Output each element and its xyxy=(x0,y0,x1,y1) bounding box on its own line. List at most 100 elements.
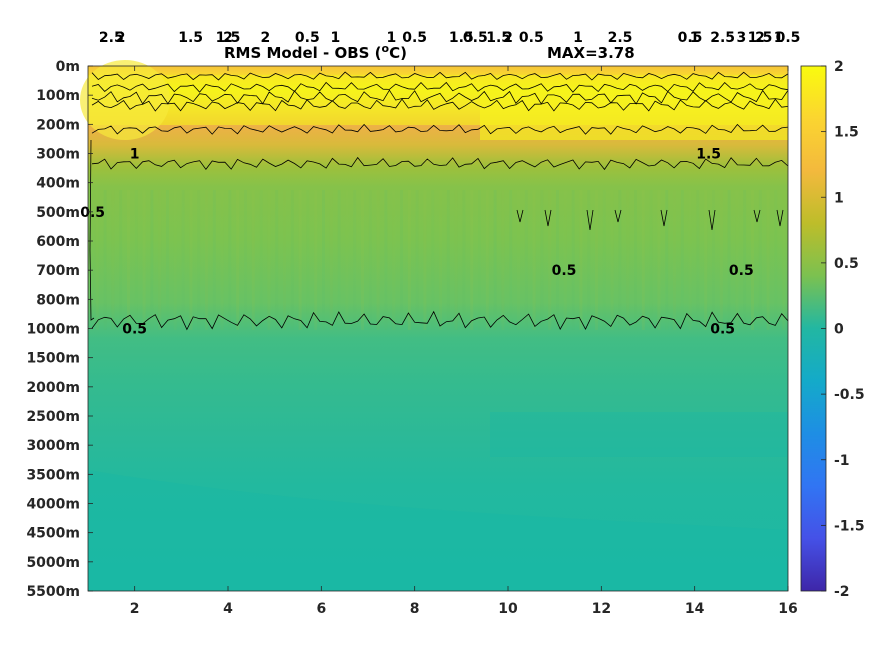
y-tick-label: 3500m xyxy=(26,467,80,483)
contour-label: 1.5 xyxy=(178,30,203,46)
contour-label: 2 xyxy=(116,30,126,46)
contour-label: 2.5 xyxy=(710,30,735,46)
field-streak xyxy=(595,190,598,330)
field-streak xyxy=(626,190,630,330)
deep-layer-shade xyxy=(88,470,788,591)
field-streak xyxy=(439,190,442,330)
field-streak xyxy=(127,190,130,330)
deep-patch xyxy=(490,412,788,457)
field-streak xyxy=(712,190,715,330)
field-streak xyxy=(657,190,661,330)
hot-corner-blob xyxy=(80,60,170,140)
contour-line xyxy=(91,89,789,105)
x-tick-label: 2 xyxy=(130,601,140,617)
contour-line xyxy=(708,209,716,231)
field-streak xyxy=(306,190,310,330)
field-streak xyxy=(758,190,762,330)
x-tick-label: 8 xyxy=(410,601,420,617)
field-streak xyxy=(524,190,528,330)
heatmap-overlays xyxy=(80,60,788,591)
contour-label: 1 xyxy=(386,30,396,46)
colorbar-ticks: 2 1.5 1 0.5 0 -0.5 -1 -1.5 -2 xyxy=(821,59,865,600)
contour-label: 2 xyxy=(223,30,233,46)
field-streak xyxy=(423,190,427,330)
field-streak xyxy=(673,190,676,330)
field-streak xyxy=(345,190,349,330)
y-tick-label: 1000m xyxy=(26,322,80,338)
contour-label: 1.5 xyxy=(449,30,474,46)
contour-line xyxy=(776,209,784,227)
y-tick-label: 1500m xyxy=(26,351,80,367)
field-streak xyxy=(134,190,138,330)
plot-area: 11 11 1 11.5 1.51.5 1.51.51.52 2 22 22.5 2.5 322.5… xyxy=(80,30,800,592)
colorbar-tick-label: 2 xyxy=(834,59,844,75)
field-streak xyxy=(251,190,255,330)
contour-lines xyxy=(89,71,789,331)
contour-line xyxy=(91,156,789,171)
field-streak xyxy=(462,190,466,330)
contour-line xyxy=(91,81,789,93)
y-tick-label: 600m xyxy=(36,234,80,250)
field-streak xyxy=(220,190,224,330)
y-tick-label: 100m xyxy=(36,88,80,104)
field-streak xyxy=(618,190,622,330)
field-streak xyxy=(649,190,653,330)
field-streak xyxy=(509,190,513,330)
contour-line xyxy=(89,139,95,321)
contour-label: 2 xyxy=(503,30,513,46)
contour-label: 0.5 xyxy=(552,263,577,279)
field-streak xyxy=(111,190,115,330)
contour-label: 2 xyxy=(503,30,513,46)
contour-line xyxy=(544,209,552,227)
field-streak xyxy=(173,190,177,330)
field-streak xyxy=(400,190,403,330)
field-streak xyxy=(665,190,669,330)
field-streak xyxy=(290,190,294,330)
field-streak xyxy=(501,190,505,330)
field-streak xyxy=(454,190,458,330)
contour-line xyxy=(516,209,524,223)
colorbar-tick-label: 0.5 xyxy=(834,256,859,272)
y-tick-label: 200m xyxy=(36,117,80,133)
chart-title: RMS Model - OBS (oC) xyxy=(224,42,407,62)
contour-label: 2.5 xyxy=(608,30,633,46)
colorbar-tick-label: 1 xyxy=(834,190,844,206)
y-tick-label: 500m xyxy=(36,205,80,221)
field-streak xyxy=(680,190,684,330)
contour-label: 0.5 xyxy=(402,30,427,46)
colorbar: 2 1.5 1 0.5 0 -0.5 -1 -1.5 -2 xyxy=(800,59,865,600)
field-streak xyxy=(361,190,364,330)
field-streak xyxy=(485,190,489,330)
contour-label: 0.5 xyxy=(463,30,488,46)
contour-label: 2 xyxy=(755,30,765,46)
x-tick-label: 10 xyxy=(498,601,518,617)
field-streak xyxy=(189,190,193,330)
field-streak xyxy=(774,190,778,330)
field-streak xyxy=(150,190,154,330)
field-streak xyxy=(563,190,567,330)
field-streak xyxy=(119,190,123,330)
contour-label: 1 xyxy=(573,30,583,46)
field-streak xyxy=(314,190,318,330)
colorbar-tick-label: -1 xyxy=(834,453,850,469)
contour-label: 3 xyxy=(736,30,746,46)
field-streak xyxy=(602,190,606,330)
field-streak xyxy=(782,190,786,330)
x-tick-label: 12 xyxy=(592,601,611,617)
field-streak xyxy=(415,190,419,330)
contour-line xyxy=(660,209,668,227)
contour-label: 1 xyxy=(690,30,700,46)
contour-label: 1 xyxy=(330,30,340,46)
contour-label: 1.5 xyxy=(216,30,241,46)
field-streak xyxy=(205,190,208,330)
contour-line xyxy=(91,123,789,135)
x-tick-label: 4 xyxy=(223,601,233,617)
contour-label: 0.5 xyxy=(295,30,320,46)
field-streak xyxy=(571,190,575,330)
contour-label: 2.5 xyxy=(99,30,124,46)
field-streak xyxy=(704,190,708,330)
field-streak xyxy=(142,190,146,330)
field-streak xyxy=(579,190,583,330)
contour-label: 1 xyxy=(130,147,140,163)
y-tick-label: 3000m xyxy=(26,438,80,454)
